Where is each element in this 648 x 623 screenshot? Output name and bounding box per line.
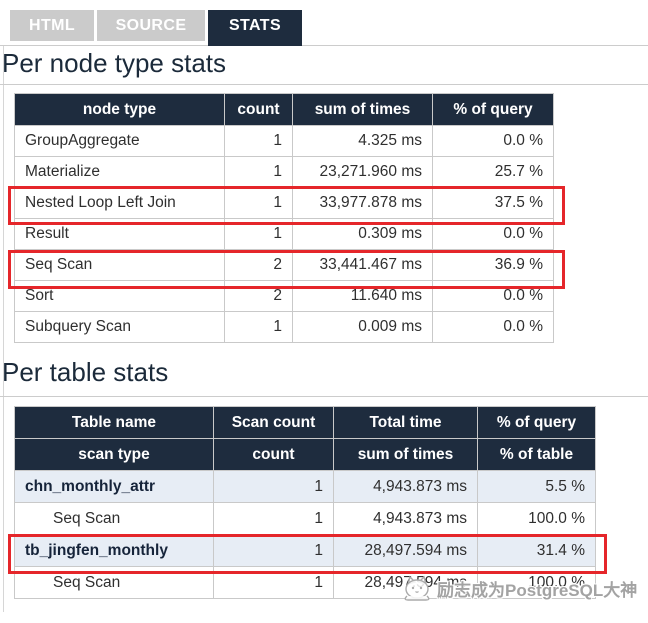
table-stats-table: Table name Scan count Total time % of qu… xyxy=(14,406,596,599)
cell-percent: 0.0 % xyxy=(432,218,554,250)
table-stats-title: Per table stats xyxy=(2,357,169,387)
section-divider xyxy=(0,84,648,85)
table-subheader-row: scan type count sum of times % of table xyxy=(14,438,596,471)
cell-label: Seq Scan xyxy=(14,502,214,535)
cell-count: 1 xyxy=(224,218,293,250)
cell-sum-of-times: 4,943.873 ms xyxy=(333,502,478,535)
table-row: Seq Scan 2 33,441.467 ms 36.9 % xyxy=(14,249,554,281)
cell-count: 1 xyxy=(224,156,293,188)
tab-stats[interactable]: STATS xyxy=(208,10,302,46)
table-row: tb_jingfen_monthly 1 28,497.594 ms 31.4 … xyxy=(14,534,596,567)
cell-label: Seq Scan xyxy=(14,566,214,599)
tab-source[interactable]: SOURCE xyxy=(97,10,205,41)
cell-percent: 100.0 % xyxy=(477,502,596,535)
cell-percent: 100.0 % xyxy=(477,566,596,599)
cell-label: chn_monthly_attr xyxy=(14,470,214,503)
cell-count: 2 xyxy=(224,249,293,281)
cell-label: Materialize xyxy=(14,156,225,188)
table-row: Result 1 0.309 ms 0.0 % xyxy=(14,218,554,250)
column-header-pct-of-table: % of table xyxy=(477,438,596,471)
cell-percent: 37.5 % xyxy=(432,187,554,219)
cell-count: 1 xyxy=(224,311,293,343)
cell-label: Result xyxy=(14,218,225,250)
column-header-count: count xyxy=(224,93,293,126)
page-left-border xyxy=(3,46,4,612)
cell-percent: 0.0 % xyxy=(432,311,554,343)
column-header-scan-count: Scan count xyxy=(213,406,334,439)
cell-sum-of-times: 33,977.878 ms xyxy=(292,187,433,219)
cell-label: Nested Loop Left Join xyxy=(14,187,225,219)
column-header-total-time: Total time xyxy=(333,406,478,439)
section-divider xyxy=(0,396,648,397)
cell-sum-of-times: 4.325 ms xyxy=(292,125,433,157)
cell-percent: 25.7 % xyxy=(432,156,554,188)
tab-html[interactable]: HTML xyxy=(10,10,94,41)
cell-count: 1 xyxy=(213,470,334,503)
column-header-pct-of-query: % of query xyxy=(432,93,554,126)
table-row: Materialize 1 23,271.960 ms 25.7 % xyxy=(14,156,554,188)
cell-count: 1 xyxy=(224,187,293,219)
column-header-table-name: Table name xyxy=(14,406,214,439)
cell-percent: 0.0 % xyxy=(432,125,554,157)
column-header-sum-of-times: sum of times xyxy=(333,438,478,471)
table-row: Seq Scan 1 4,943.873 ms 100.0 % xyxy=(14,502,596,535)
column-header-sum-of-times: sum of times xyxy=(292,93,433,126)
cell-sum-of-times: 11.640 ms xyxy=(292,280,433,312)
table-row: Subquery Scan 1 0.009 ms 0.0 % xyxy=(14,311,554,343)
cell-count: 1 xyxy=(224,125,293,157)
cell-count: 1 xyxy=(213,534,334,567)
cell-label: Seq Scan xyxy=(14,249,225,281)
table-row: Nested Loop Left Join 1 33,977.878 ms 37… xyxy=(14,187,554,219)
cell-count: 1 xyxy=(213,566,334,599)
cell-sum-of-times: 0.009 ms xyxy=(292,311,433,343)
cell-sum-of-times: 33,441.467 ms xyxy=(292,249,433,281)
cell-count: 1 xyxy=(213,502,334,535)
table-row: Sort 2 11.640 ms 0.0 % xyxy=(14,280,554,312)
table-row: Seq Scan 1 28,497.594 ms 100.0 % xyxy=(14,566,596,599)
node-stats-table: node type count sum of times % of query … xyxy=(14,93,554,343)
cell-sum-of-times: 28,497.594 ms xyxy=(333,566,478,599)
column-header-count: count xyxy=(213,438,334,471)
cell-sum-of-times: 0.309 ms xyxy=(292,218,433,250)
cell-percent: 36.9 % xyxy=(432,249,554,281)
cell-label: Subquery Scan xyxy=(14,311,225,343)
column-header-pct-of-query: % of query xyxy=(477,406,596,439)
cell-label: GroupAggregate xyxy=(14,125,225,157)
cell-percent: 31.4 % xyxy=(477,534,596,567)
cell-sum-of-times: 23,271.960 ms xyxy=(292,156,433,188)
cell-percent: 0.0 % xyxy=(432,280,554,312)
cell-count: 2 xyxy=(224,280,293,312)
cell-sum-of-times: 4,943.873 ms xyxy=(333,470,478,503)
cell-percent: 5.5 % xyxy=(477,470,596,503)
cell-label: Sort xyxy=(14,280,225,312)
node-stats-title: Per node type stats xyxy=(2,48,227,78)
table-row: chn_monthly_attr 1 4,943.873 ms 5.5 % xyxy=(14,470,596,503)
table-header-row: node type count sum of times % of query xyxy=(14,93,554,126)
tabbar-divider xyxy=(0,45,648,46)
column-header-scan-type: scan type xyxy=(14,438,214,471)
table-row: GroupAggregate 1 4.325 ms 0.0 % xyxy=(14,125,554,157)
cell-label: tb_jingfen_monthly xyxy=(14,534,214,567)
tab-bar: HTML SOURCE STATS xyxy=(10,10,302,46)
column-header-node-type: node type xyxy=(14,93,225,126)
cell-sum-of-times: 28,497.594 ms xyxy=(333,534,478,567)
table-header-row: Table name Scan count Total time % of qu… xyxy=(14,406,596,439)
